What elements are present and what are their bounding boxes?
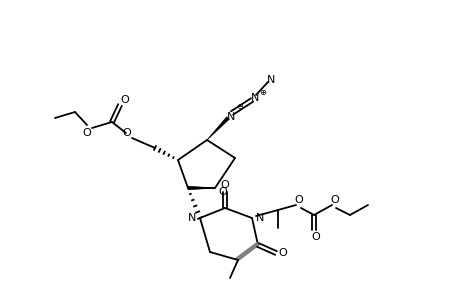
Text: O: O xyxy=(123,128,131,138)
Text: N: N xyxy=(266,75,274,85)
Text: O: O xyxy=(294,195,303,205)
Text: O: O xyxy=(120,95,129,105)
Polygon shape xyxy=(207,117,229,140)
Text: N: N xyxy=(250,93,258,103)
Text: O: O xyxy=(218,187,227,197)
Text: ⊕: ⊕ xyxy=(259,88,266,97)
Text: O: O xyxy=(83,128,91,138)
Text: O: O xyxy=(311,232,319,242)
Text: N: N xyxy=(187,213,196,223)
Text: ⊖: ⊖ xyxy=(236,101,243,110)
Text: N: N xyxy=(226,112,235,122)
Text: O: O xyxy=(220,180,229,190)
Text: O: O xyxy=(330,195,339,205)
Text: N: N xyxy=(255,213,263,223)
Polygon shape xyxy=(188,186,214,190)
Text: O: O xyxy=(278,248,287,258)
